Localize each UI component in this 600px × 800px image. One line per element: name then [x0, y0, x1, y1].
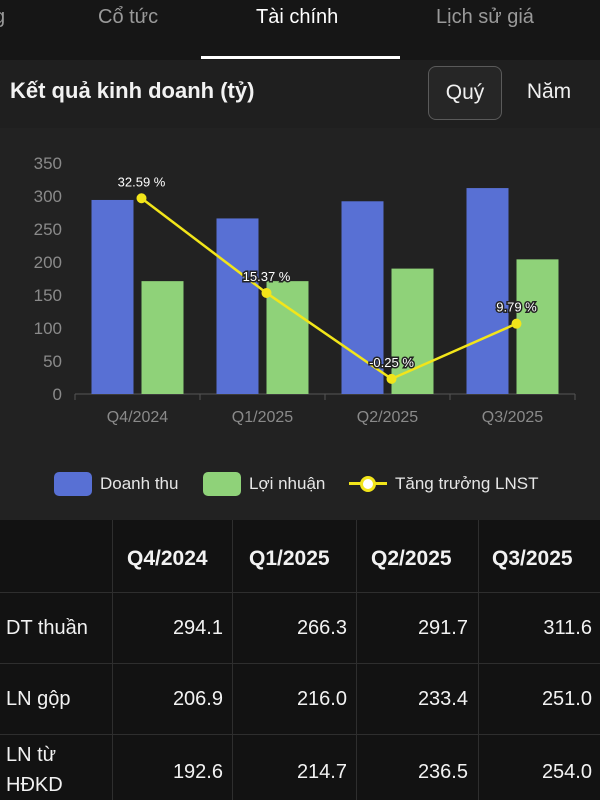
section-header: Kết quả kinh doanh (tỷ) Quý Năm [0, 60, 600, 128]
growth-point [511, 318, 522, 329]
table-row-divider [0, 663, 600, 664]
table-cell: 192.6 [172, 761, 223, 783]
y-tick-label: 150 [34, 286, 62, 305]
table-row-divider [0, 592, 600, 593]
row-label-operating-profit-line1: LN từ [6, 744, 57, 766]
tab-dividends[interactable]: Cổ tức [98, 6, 159, 28]
growth-point [261, 287, 272, 298]
tab-price-history[interactable]: Lịch sử giá [436, 6, 534, 28]
table-divider [478, 520, 479, 800]
financial-table: Q4/2024 Q1/2025 Q2/2025 Q3/2025 DT thuần… [0, 520, 600, 800]
active-tab-indicator [201, 56, 400, 59]
bar-profit [391, 268, 434, 394]
growth-data-label: -0.25 % [369, 355, 414, 370]
legend-growth[interactable]: Tăng trưởng LNST [349, 466, 538, 502]
table-divider [112, 520, 113, 800]
bar-revenue [466, 188, 509, 394]
legend-profit-swatch [203, 472, 241, 496]
y-tick-label: 300 [34, 187, 62, 206]
row-label-operating-profit-line2: HĐKD [6, 774, 63, 796]
y-tick-label: 200 [34, 253, 62, 272]
table-cell: 266.3 [296, 617, 347, 639]
bar-profit [141, 281, 184, 394]
tab-overview[interactable]: g [0, 6, 5, 29]
row-label-net-revenue: DT thuần [6, 617, 88, 639]
section-title: Kết quả kinh doanh (tỷ) [10, 78, 255, 103]
table-cell: 294.1 [172, 617, 223, 639]
bar-revenue [216, 218, 259, 394]
header-q4-2024: Q4/2024 [127, 547, 208, 570]
header-q2-2025: Q2/2025 [371, 547, 452, 570]
x-tick-label: Q4/2024 [107, 409, 168, 426]
header-q1-2025: Q1/2025 [249, 547, 330, 570]
y-tick-label: 250 [34, 220, 62, 239]
table-row-divider [0, 734, 600, 735]
chart-legend: Doanh thu Lợi nhuận Tăng trưởng LNST [0, 466, 600, 502]
table-cell: 254.0 [541, 761, 592, 783]
legend-revenue-swatch [54, 472, 92, 496]
legend-profit-label: Lợi nhuận [249, 474, 326, 493]
legend-growth-swatch [349, 472, 387, 496]
x-tick-label: Q3/2025 [482, 409, 543, 426]
table-divider [232, 520, 233, 800]
growth-line [140, 197, 518, 381]
bar-profit [266, 281, 309, 394]
growth-data-label: 32.59 % [118, 174, 166, 189]
bar-revenue [341, 201, 384, 394]
table-cell: 236.5 [417, 761, 468, 783]
table-cell: 206.9 [172, 688, 223, 710]
table-cell: 311.6 [543, 617, 592, 639]
y-tick-label: 0 [53, 385, 62, 404]
table-cell: 216.0 [296, 688, 347, 710]
period-quarter-button[interactable]: Quý [428, 66, 502, 120]
table-cell: 251.0 [541, 688, 592, 710]
x-tick-label: Q2/2025 [357, 409, 418, 426]
header-q3-2025: Q3/2025 [492, 547, 573, 570]
period-year-button[interactable]: Năm [526, 80, 572, 103]
legend-revenue[interactable]: Doanh thu [54, 466, 178, 502]
chart-svg: 0 50 100 150 200 250 300 350 Q4/2024 Q1/2025 Q2/20… [34, 154, 576, 426]
table-cell: 214.7 [296, 761, 347, 783]
legend-growth-label: Tăng trưởng LNST [395, 474, 539, 493]
table-cell: 291.7 [417, 617, 468, 639]
growth-data-label: 9.79 % [496, 300, 537, 315]
y-tick-label: 100 [34, 319, 62, 338]
growth-point [386, 373, 397, 384]
table-cell: 233.4 [417, 688, 468, 710]
tab-bar: g Cổ tức Tài chính Lịch sử giá [0, 0, 600, 60]
row-label-gross-profit: LN gộp [6, 688, 71, 710]
y-tick-label: 50 [43, 352, 62, 371]
legend-revenue-label: Doanh thu [100, 474, 179, 493]
table-divider [356, 520, 357, 800]
growth-data-label: 15.37 % [243, 269, 291, 284]
bar-revenue [91, 199, 134, 394]
tab-finance[interactable]: Tài chính [256, 6, 339, 28]
legend-profit[interactable]: Lợi nhuận [203, 466, 325, 502]
business-results-chart: 0 50 100 150 200 250 300 350 Q4/2024 Q1/2025 Q2/20… [0, 128, 600, 520]
growth-point [136, 193, 147, 204]
x-tick-label: Q1/2025 [232, 409, 293, 426]
bar-profit [516, 259, 559, 394]
y-tick-label: 350 [34, 154, 62, 173]
